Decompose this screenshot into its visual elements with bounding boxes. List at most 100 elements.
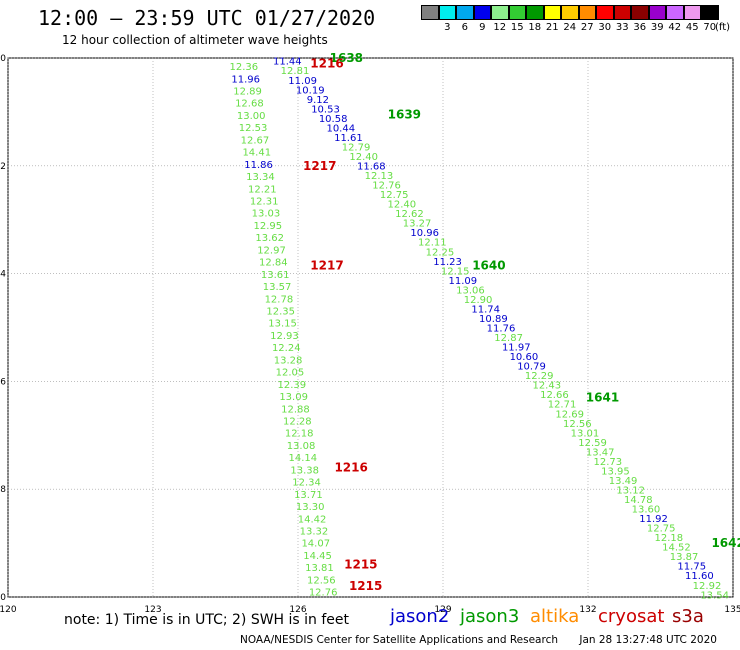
swh-value-label: 13.71 <box>294 490 323 501</box>
legend-labels: 3 6 9 12 15 18 21 24 27 30 33 36 39 42 45 70 (ft) <box>421 20 740 34</box>
swh-value-label: 14.41 <box>242 148 271 159</box>
lat-label: -44 <box>0 270 6 280</box>
swh-value-label: 12.18 <box>285 429 314 440</box>
swh-value-label: 13.81 <box>305 563 334 574</box>
swh-value-label: 12.40 <box>387 200 416 211</box>
pass-time-label: 1638 <box>330 51 363 65</box>
swh-value-label: 12.24 <box>272 343 301 354</box>
swh-value-label: 12.59 <box>578 438 607 449</box>
swh-value-label: 12.97 <box>257 245 286 256</box>
swh-value-label: 10.58 <box>319 114 348 125</box>
swh-value-label: 13.61 <box>261 270 290 281</box>
swh-value-label: 11.74 <box>471 304 500 315</box>
swh-value-label: 11.23 <box>433 257 462 268</box>
swh-value-label: 12.75 <box>647 524 676 535</box>
legend-label: 27 <box>580 22 594 33</box>
swh-value-label: 14.78 <box>624 495 653 506</box>
legend-label: 18 <box>528 22 542 33</box>
pass-time-label: 1216 <box>310 56 343 70</box>
swh-value-label: 12.69 <box>555 409 584 420</box>
legend-swatch <box>421 5 439 20</box>
swh-value-label: 12.62 <box>395 209 424 220</box>
swh-value-label: 11.76 <box>487 324 516 335</box>
lat-label: -42 <box>0 162 6 172</box>
swh-value-label: 10.53 <box>311 104 340 115</box>
swh-value-label: 12.40 <box>349 152 378 163</box>
footer-source: NOAA/NESDIS Center for Satellite Applica… <box>240 634 558 646</box>
swh-value-label: 13.95 <box>601 466 630 477</box>
swh-value-label: 12.31 <box>250 197 279 208</box>
legend-label: 15 <box>510 22 524 33</box>
pass-time-label: 1641 <box>586 391 619 405</box>
pass-time-label: 1642 <box>711 536 740 550</box>
pass-time-label: 1217 <box>303 159 336 173</box>
legend-swatch <box>666 5 684 20</box>
swh-value-label: 14.07 <box>301 539 330 550</box>
swh-value-label: 13.62 <box>255 233 284 244</box>
swh-value-label: 11.96 <box>231 74 260 85</box>
swh-value-label: 13.28 <box>274 355 303 366</box>
swh-value-label: 13.12 <box>616 485 645 496</box>
swh-value-label: 11.09 <box>449 276 478 287</box>
legend-swatch <box>456 5 474 20</box>
swh-value-label: 12.21 <box>248 184 277 195</box>
swh-value-label: 13.09 <box>279 392 308 403</box>
swh-value-label: 12.11 <box>418 238 447 249</box>
pass-time-label: 1215 <box>349 579 382 593</box>
legend-swatch <box>508 5 526 20</box>
swh-value-label: 12.79 <box>342 142 371 153</box>
swh-value-label: 11.86 <box>244 160 273 171</box>
pass-time-label: 1216 <box>334 461 367 475</box>
legend-label: 39 <box>650 22 664 33</box>
legend-unit: (ft) <box>714 22 731 33</box>
legend-label: 30 <box>598 22 612 33</box>
legend-swatch <box>491 5 509 20</box>
lat-label: -50 <box>0 593 6 603</box>
swh-value-label: 10.60 <box>510 352 539 363</box>
swh-value-label: 14.14 <box>289 453 318 464</box>
legend-label: 42 <box>668 22 682 33</box>
legend-label: 70 <box>703 22 717 33</box>
swh-value-label: 13.47 <box>586 447 615 458</box>
lon-label: 126 <box>289 605 306 615</box>
swh-value-label: 12.34 <box>292 478 321 489</box>
satellite-name-altika: altika <box>530 606 580 627</box>
swh-value-label: 12.73 <box>593 457 622 468</box>
swh-value-label: 12.95 <box>254 221 283 232</box>
satellite-name-s3a: s3a <box>672 606 704 627</box>
legend-swatch <box>561 5 579 20</box>
swh-value-label: 13.00 <box>237 111 266 122</box>
swh-value-label: 9.12 <box>307 95 329 106</box>
swh-value-label: 12.93 <box>270 331 299 342</box>
swh-value-label: 12.76 <box>309 588 338 599</box>
legend-label: 6 <box>461 22 468 33</box>
legend-swatch <box>526 5 544 20</box>
swh-value-label: 13.08 <box>287 441 316 452</box>
lon-label: 123 <box>144 605 161 615</box>
swh-value-label: 13.87 <box>670 552 699 563</box>
lat-label: -40 <box>0 54 6 64</box>
swh-value-label: 13.49 <box>609 476 638 487</box>
swh-value-label: 12.90 <box>464 295 493 306</box>
swh-value-label: 14.45 <box>303 551 332 562</box>
legend-swatch <box>438 5 456 20</box>
legend-label: 21 <box>545 22 559 33</box>
swh-value-label: 12.88 <box>281 404 310 415</box>
lat-label: -48 <box>0 485 6 495</box>
swh-value-label: 12.89 <box>233 87 262 98</box>
swh-value-label: 11.97 <box>502 343 531 354</box>
swh-value-label: 12.56 <box>563 419 592 430</box>
legend-swatch <box>578 5 596 20</box>
legend-swatches <box>421 5 740 20</box>
legend-swatch <box>543 5 561 20</box>
legend-label: 45 <box>685 22 699 33</box>
page-title: 12:00 — 23:59 UTC 01/27/2020 <box>38 6 376 30</box>
map-frame <box>7 57 734 598</box>
swh-value-label: 12.87 <box>494 333 523 344</box>
swh-value-label: 13.03 <box>252 209 281 220</box>
swh-value-label: 12.81 <box>281 66 310 77</box>
swh-value-label: 12.36 <box>230 62 259 73</box>
legend-label: 12 <box>493 22 507 33</box>
swh-value-label: 12.18 <box>655 533 684 544</box>
legend-swatch <box>631 5 649 20</box>
